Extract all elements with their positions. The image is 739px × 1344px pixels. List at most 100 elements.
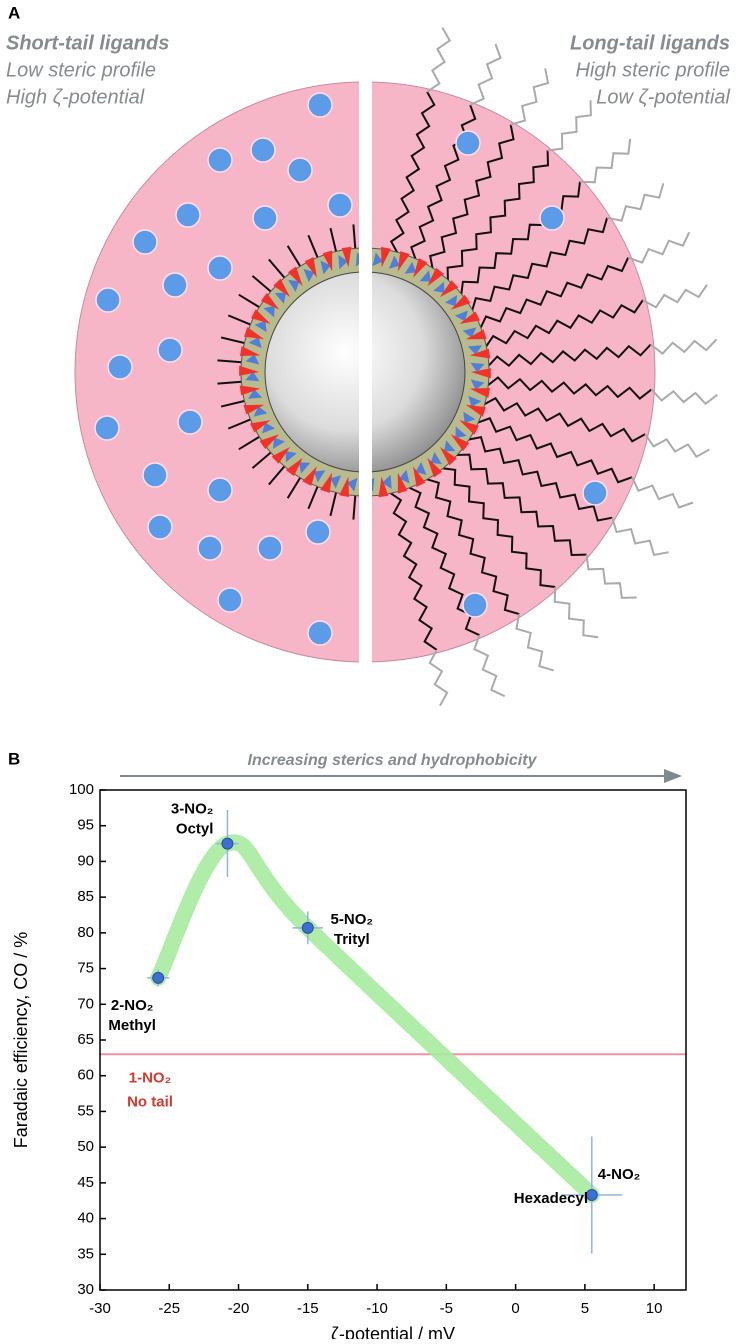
solvent-ion [307,620,333,646]
ligand-head [271,447,290,464]
ligand-head [440,280,459,297]
ligand-head [358,496,359,498]
annotation: Increasing sterics and hydrophobicity [248,752,538,769]
trend-curve [150,834,600,1203]
ligand-head [239,365,259,376]
data-point [152,971,165,984]
ligand-head [445,295,458,307]
ligand-head [288,279,300,292]
solvent-ion [107,354,133,380]
solvent-ion [257,535,283,561]
ligand-head [440,447,457,466]
ligand-head [381,247,391,268]
ligand-head [338,255,348,270]
solvent-ion [207,255,233,281]
ligand-head [303,269,315,283]
ligand-head [469,388,490,398]
ligand-head [399,469,410,484]
ligand-head [272,437,285,449]
ligand-head [239,385,261,396]
ligand-head [341,246,352,268]
point-label: Trityl [334,931,370,948]
long-tail-outer [515,613,554,672]
point-label: 4-NO₂ [598,1166,641,1183]
y-tick-label: 50 [77,1138,94,1155]
point-label: Octyl [176,821,214,838]
solvent-ion [307,92,333,118]
y-tick-label: 60 [77,1067,94,1084]
x-tick-label: -15 [297,1300,319,1317]
ligand-head [253,406,268,417]
y-tick-label: 100 [69,781,94,798]
point-label: Methyl [108,1017,156,1034]
ligand-head [287,266,303,287]
ligand-head [372,477,375,492]
ligand-head [462,327,477,338]
long-tail-outer [428,649,449,707]
long-tail-outer [642,284,708,309]
solvent-ion [142,462,168,488]
ligand-head [471,368,491,379]
ligand-head [450,294,471,310]
ligand-head [361,246,371,266]
long-tail-outer [631,476,694,509]
short-tail [268,464,287,486]
solvent-ion [132,229,158,255]
reference-label: No tail [127,1093,173,1110]
ligand-head [260,292,280,310]
ligand-head [250,420,271,433]
long-tail-outer [510,68,550,126]
y-tick-label: 70 [77,995,94,1012]
ligand-head [454,310,468,322]
nanoparticle-diagram [74,27,718,707]
y-tick-label: 30 [77,1281,94,1298]
ligand-head [244,327,265,340]
short-tail [220,336,247,345]
ligand-head [378,476,389,498]
ligand-head [444,440,456,452]
ligand-head [355,252,359,267]
ligand-head [263,305,275,318]
short-tail [307,484,320,510]
short-tail [286,245,303,269]
right-title: Long-tail ligands [570,32,730,54]
y-tick-label: 40 [77,1210,94,1227]
short-tail [251,450,273,469]
ligand-head [298,462,311,474]
long-tail-outer [606,183,665,222]
core [359,246,491,498]
solvent-ion [95,287,121,313]
long-tail-outer [579,138,632,184]
short-tail [220,399,247,408]
metal-core [264,271,359,473]
ligand-head [427,457,443,478]
ligand-head [302,466,317,486]
ligand-head [359,478,369,498]
ligand-head [339,476,349,497]
ligand-head [459,420,479,435]
ligand-head [259,434,280,450]
ligand-layer [94,27,718,707]
solvent-ion [162,272,188,298]
long-tail [389,91,436,255]
point-label: 3-NO₂ [171,801,214,818]
chart: B Increasing sterics and hydrophobicity 30… [8,749,687,1344]
ligand-head [463,411,476,424]
ligand-head [285,457,303,477]
ligand-head [320,260,331,275]
ligand-head [455,426,467,439]
left-line: High ζ-potential [6,86,145,108]
right-line: Low ζ-potential [596,86,730,108]
point-label: 2-NO₂ [111,997,154,1014]
reference-label: 1-NO₂ [129,1069,172,1086]
ligand-head [248,389,263,399]
long-tail [485,376,653,400]
y-tick-label: 35 [77,1245,94,1262]
ligand-head [415,461,427,475]
solvent-ion [327,192,353,218]
ligand-head [427,267,445,287]
short-tail [227,417,253,430]
x-tick-label: 0 [511,1300,519,1317]
ligand-head [470,362,485,373]
y-tick-label: 80 [77,924,94,941]
